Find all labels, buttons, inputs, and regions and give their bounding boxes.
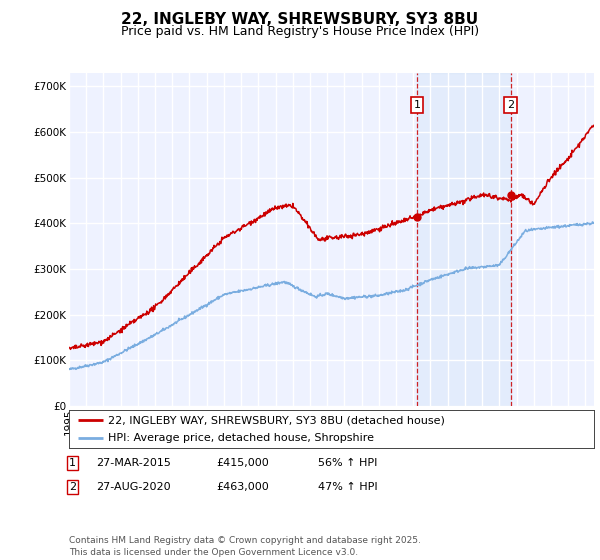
Text: 47% ↑ HPI: 47% ↑ HPI — [318, 482, 377, 492]
Text: 27-MAR-2015: 27-MAR-2015 — [96, 458, 171, 468]
Text: 2: 2 — [507, 100, 514, 110]
Text: Contains HM Land Registry data © Crown copyright and database right 2025.
This d: Contains HM Land Registry data © Crown c… — [69, 536, 421, 557]
Text: 2: 2 — [69, 482, 76, 492]
Text: HPI: Average price, detached house, Shropshire: HPI: Average price, detached house, Shro… — [109, 433, 374, 443]
Text: 1: 1 — [413, 100, 421, 110]
Bar — [417, 73, 511, 406]
Text: £415,000: £415,000 — [216, 458, 269, 468]
Text: 1: 1 — [69, 458, 76, 468]
Text: 22, INGLEBY WAY, SHREWSBURY, SY3 8BU (detached house): 22, INGLEBY WAY, SHREWSBURY, SY3 8BU (de… — [109, 415, 445, 425]
Text: Price paid vs. HM Land Registry's House Price Index (HPI): Price paid vs. HM Land Registry's House … — [121, 25, 479, 38]
Text: £463,000: £463,000 — [216, 482, 269, 492]
Text: 27-AUG-2020: 27-AUG-2020 — [96, 482, 170, 492]
Text: 22, INGLEBY WAY, SHREWSBURY, SY3 8BU: 22, INGLEBY WAY, SHREWSBURY, SY3 8BU — [121, 12, 479, 27]
Text: 56% ↑ HPI: 56% ↑ HPI — [318, 458, 377, 468]
